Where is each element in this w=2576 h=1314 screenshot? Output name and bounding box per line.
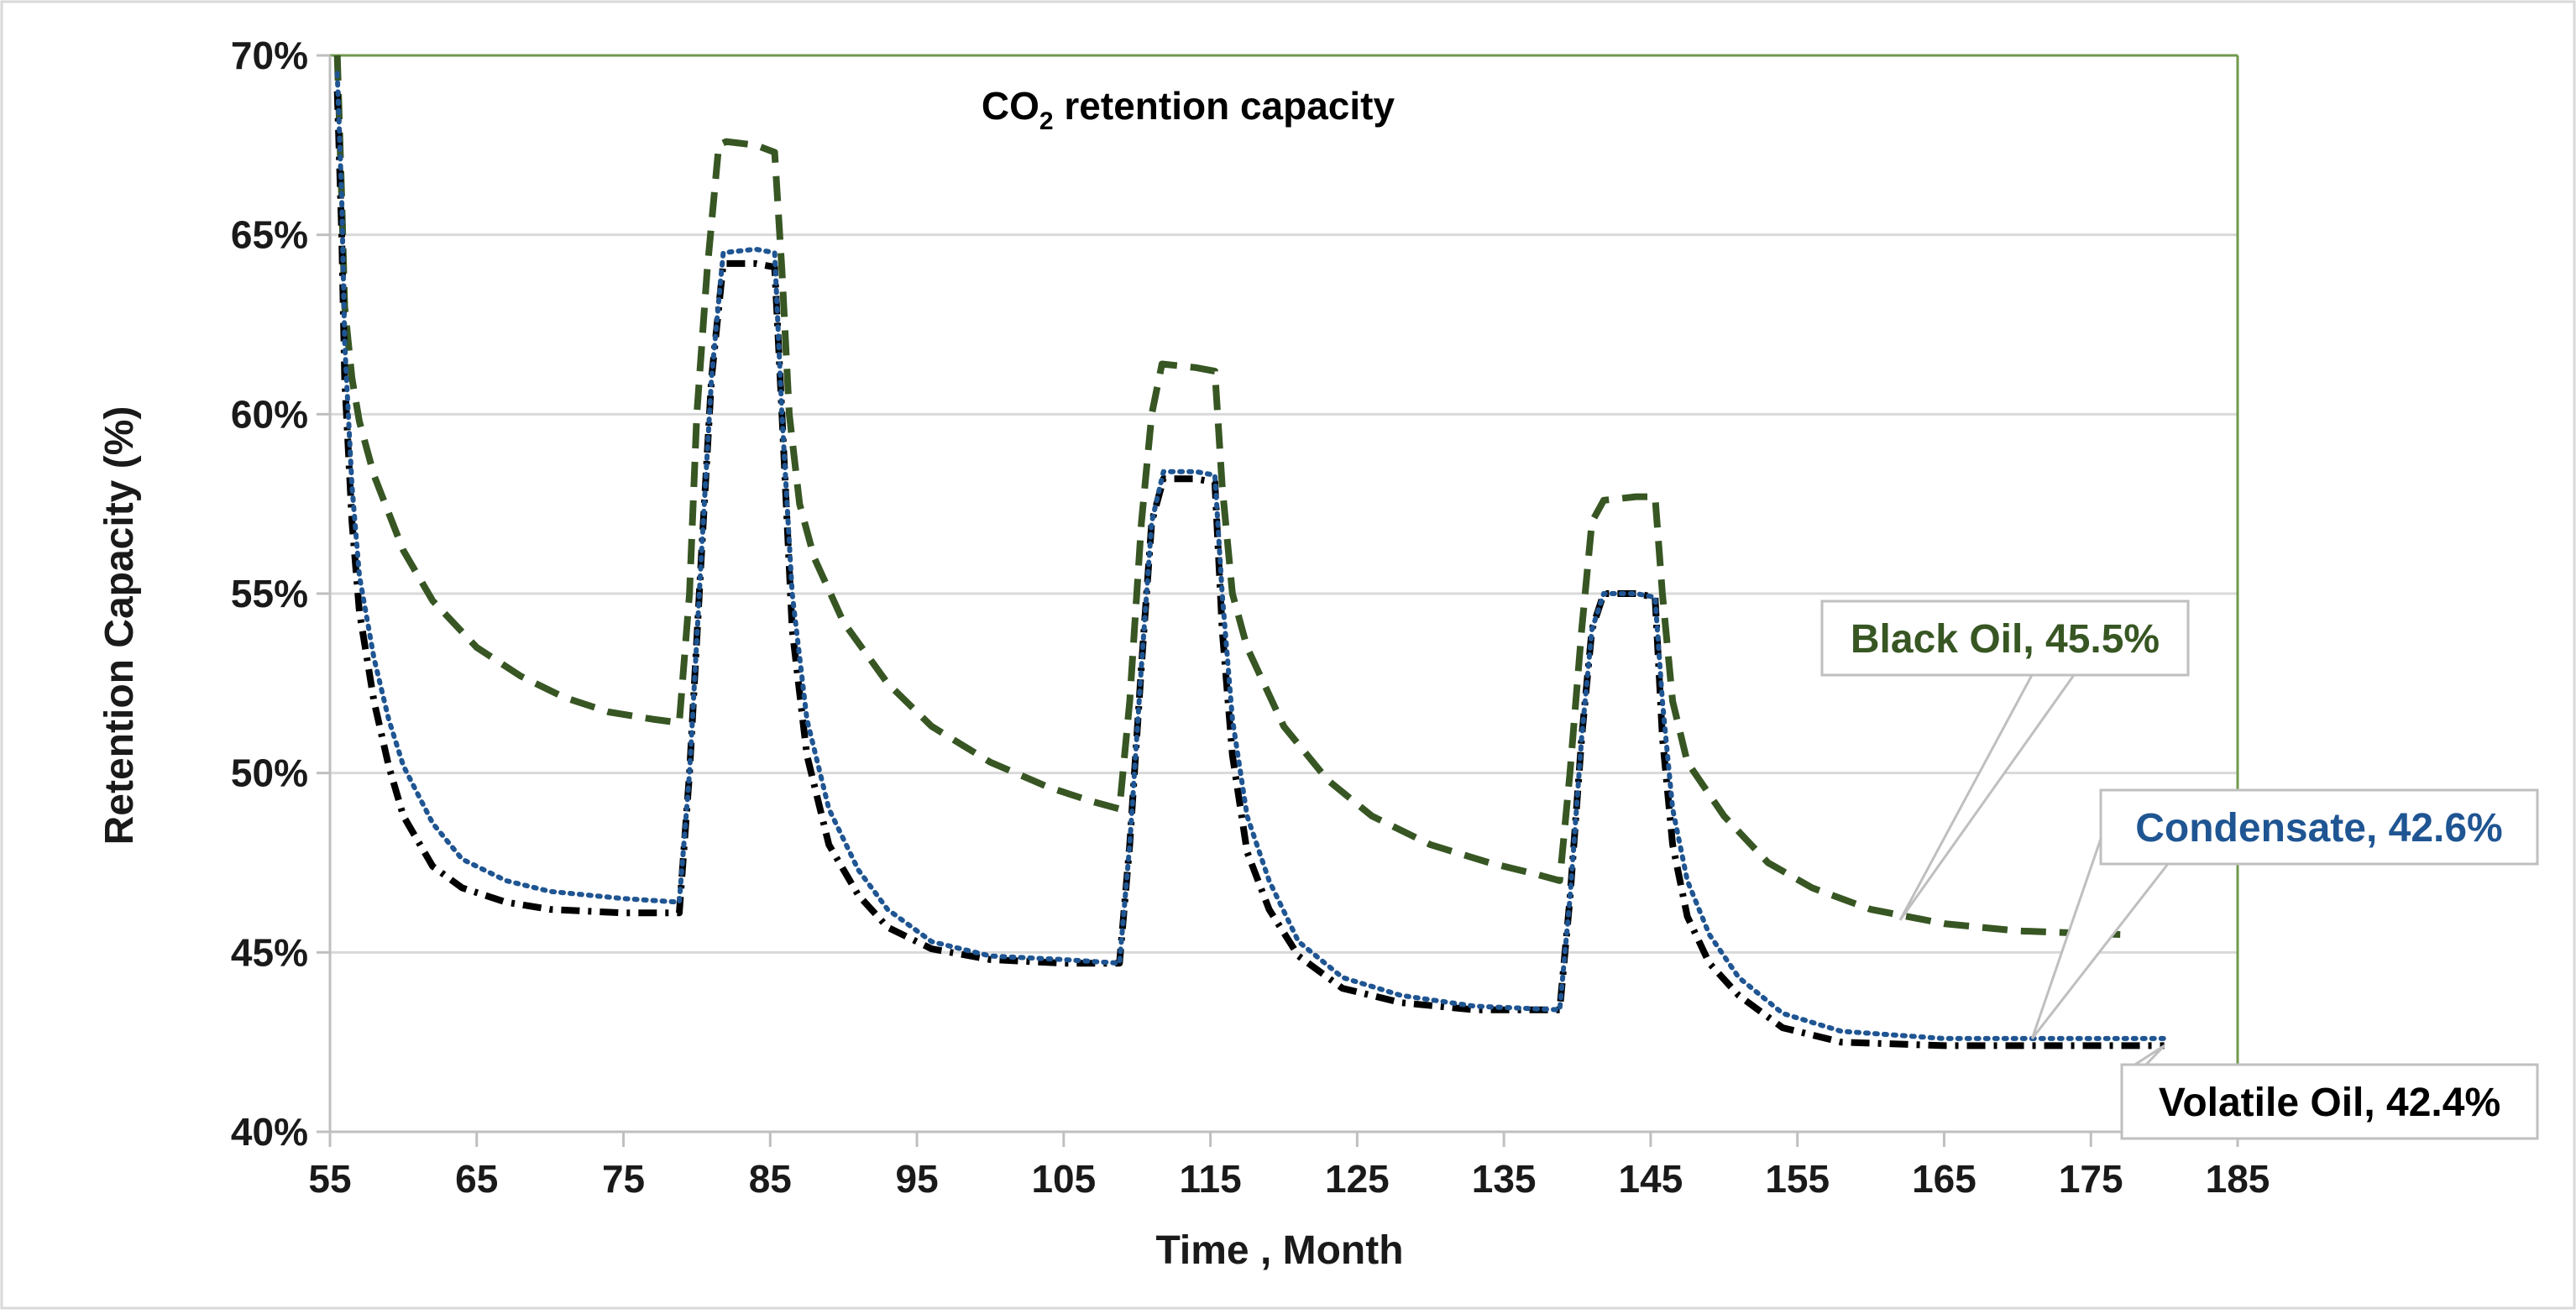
x-tick-label-175: 175 — [2059, 1157, 2123, 1201]
x-tick-label-185: 185 — [2206, 1157, 2270, 1201]
callout-label-condensate: Condensate, 42.6% — [2135, 806, 2502, 851]
y-tick-label-45: 45% — [231, 930, 308, 974]
callouts: Black Oil, 45.5% Condensate, 42.6% Volatil… — [1820, 599, 2539, 1140]
series-lines — [333, 55, 2167, 1050]
y-tick-label-70: 70% — [231, 34, 308, 77]
callout-label-black-oil: Black Oil, 45.5% — [1851, 617, 2160, 662]
x-tick-label-125: 125 — [1325, 1157, 1390, 1201]
y-axis-title: Retention Capacity (%) — [97, 406, 142, 845]
x-tick-label-65: 65 — [455, 1157, 498, 1201]
callout-box-condensate — [2099, 788, 2539, 866]
x-axis-title: Time , Month — [1155, 1228, 1403, 1273]
y-tick-label-50: 50% — [231, 751, 308, 795]
x-tick-label-135: 135 — [1472, 1157, 1537, 1201]
x-tick-label-115: 115 — [1180, 1157, 1242, 1201]
y-tick-label-65: 65% — [231, 213, 308, 257]
x-tick-label-155: 155 — [1765, 1157, 1830, 1201]
x-tick-label-95: 95 — [895, 1157, 938, 1201]
x-tick-label-105: 105 — [1031, 1157, 1096, 1201]
y-tick-label-55: 55% — [231, 572, 308, 615]
axes: 40% 45% 50% 55% 60% 65% 70% 55 65 75 85 95 105 115 125… — [231, 34, 2270, 1201]
chart-title: CO2 retention capacity — [982, 84, 1395, 135]
x-tick-label-75: 75 — [602, 1157, 645, 1201]
series-line-volatile-oil — [333, 91, 2165, 1050]
x-tick-label-165: 165 — [1912, 1157, 1977, 1201]
x-tick-label-145: 145 — [1619, 1157, 1683, 1201]
y-tick-label-60: 60% — [231, 392, 308, 436]
callout-box-black-oil — [1820, 599, 2190, 677]
series-line-black-oil — [333, 55, 2121, 938]
gridlines — [330, 233, 2238, 954]
callout-label-volatile-oil: Volatile Oil, 42.4% — [2159, 1081, 2500, 1125]
x-tick-label-55: 55 — [308, 1157, 351, 1201]
callout-box-volatile-oil — [2120, 1063, 2539, 1140]
y-tick-label-40: 40% — [231, 1110, 308, 1154]
series-line-condensate — [334, 71, 2167, 1041]
x-tick-label-85: 85 — [749, 1157, 792, 1201]
